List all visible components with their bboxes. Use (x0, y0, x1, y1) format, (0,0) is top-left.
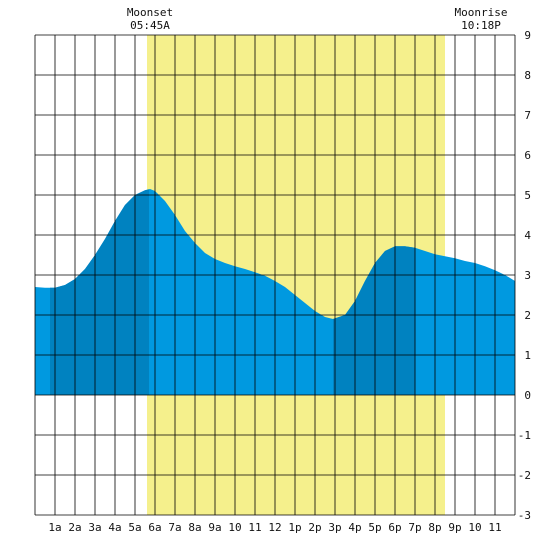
y-tick-label: 0 (524, 389, 531, 402)
y-tick-label: 4 (524, 229, 531, 242)
x-tick-label: 8a (188, 521, 201, 534)
x-tick-label: 5p (368, 521, 381, 534)
x-tick-label: 3a (88, 521, 101, 534)
x-tick-labels: 1a 2a 3a 4a 5a 6a 7a 8a 9a 10 11 12 1p 2p 3p 4p 5p 6p 7p 8p… (48, 521, 501, 534)
moon-event-time: 05:45A (130, 19, 170, 32)
x-tick-label: 2a (68, 521, 81, 534)
grid-layer (34, 34, 516, 516)
x-tick-label: 11 (248, 521, 261, 534)
y-tick-labels: -3 -2 -1 0 1 2 3 4 5 6 7 8 9 (518, 29, 532, 522)
x-tick-label: 7a (168, 521, 181, 534)
moon-event-label: Moonrise (455, 6, 508, 19)
moon-event-time: 10:18P (461, 19, 501, 32)
x-tick-label: 2p (308, 521, 321, 534)
x-tick-label: 11 (488, 521, 501, 534)
y-tick-label: 7 (524, 109, 531, 122)
y-tick-label: 2 (524, 309, 531, 322)
x-tick-label: 6a (148, 521, 161, 534)
moon-event-label: Moonset (127, 6, 173, 19)
x-tick-label: 10 (228, 521, 241, 534)
x-tick-label: 8p (428, 521, 441, 534)
x-tick-label: 1a (48, 521, 61, 534)
y-tick-label: -1 (518, 429, 531, 442)
y-tick-label: 8 (524, 69, 531, 82)
x-tick-label: 3p (328, 521, 341, 534)
y-tick-label: -2 (518, 469, 531, 482)
x-tick-label: 4a (108, 521, 121, 534)
y-tick-label: 1 (524, 349, 531, 362)
x-tick-label: 9a (208, 521, 221, 534)
y-tick-label: 3 (524, 269, 531, 282)
x-tick-label: 4p (348, 521, 361, 534)
x-tick-label: 6p (388, 521, 401, 534)
y-tick-label: -3 (518, 509, 531, 522)
y-tick-label: 9 (524, 29, 531, 42)
x-tick-label: 12 (268, 521, 281, 534)
x-tick-label: 7p (408, 521, 421, 534)
x-tick-label: 5a (128, 521, 141, 534)
y-tick-label: 6 (524, 149, 531, 162)
x-tick-label: 10 (468, 521, 481, 534)
x-tick-label: 1p (288, 521, 301, 534)
x-tick-label: 9p (448, 521, 461, 534)
y-tick-label: 5 (524, 189, 531, 202)
